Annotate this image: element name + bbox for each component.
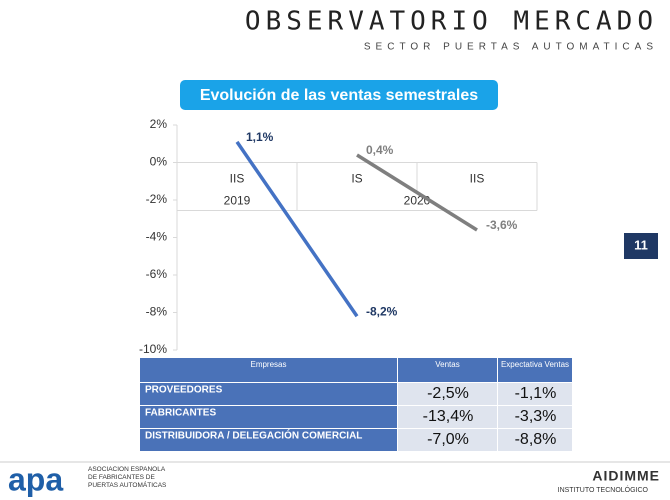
x-tick-label: IIS [470,172,485,186]
table: Empresas Ventas Expectativa Ventas PROVEEDO… [140,358,572,451]
header-cell-box: Empresas [250,360,287,369]
header-title: OBSERVATORIO MERCADO [245,7,658,37]
aidimme-text: INSTITUTO TECNOLÓGICO [558,485,649,494]
cell-value: -3,3% [515,408,557,425]
header-subtitle: SECTOR PUERTAS AUTOMATICAS [364,42,658,53]
chart-title: Evolución de las ventas semestrales [200,87,478,104]
y-tick-label: -2% [146,192,168,206]
value-cell [498,429,572,451]
header-cell-box: Ventas [435,360,460,369]
value-cell [398,383,497,405]
header-cell [140,358,397,382]
chart: 2% 0% -2% -4% -6% -8% -10% IIS IS IIS 2019 2020 1,1%… [139,117,538,356]
row-label: DISTRIBUIDORA / DELEGACIÓN COMERCIAL [145,429,362,442]
y-tick-label: -8% [146,305,168,319]
cell-value: -8,8% [515,431,557,448]
title-box [180,80,498,110]
row-label: PROVEEDORES [145,385,223,396]
header-cell [398,358,497,382]
aidimme-logo: AIDIMME [592,468,660,484]
header-cell-text: Ventas [435,360,460,369]
value-cell [498,383,572,405]
value-label: -3,6% [486,218,518,232]
x-group-label: 2019 [224,194,251,208]
x-tick-label: IIS [230,172,245,186]
y-tick-label: -4% [146,230,168,244]
value-label: 0,4% [366,143,394,157]
cell-value: -1,1% [515,385,557,402]
cell-value: -7,0% [427,431,469,448]
page-number: 11 [634,237,648,252]
x-group-label: 2020 [404,194,431,208]
x-tick-label: IS [351,172,362,186]
apa-logo: apa [8,461,63,497]
cell-value: -2,5% [427,385,469,402]
value-cell [498,406,572,428]
y-tick-label: 2% [150,117,168,131]
value-label: -8,2% [366,304,398,318]
header-cell-text: Empresas [250,360,287,369]
apa-text: ASOCIACIÓN ESPAÑOLA DE FABRICANTES DE PU… [88,466,167,489]
row-label-cell [140,429,397,451]
cell-value: -13,4% [423,408,474,425]
header-cell-text: Expectativa Ventas [500,360,570,369]
row-label: FABRICANTES [145,408,216,419]
series-line [235,140,359,318]
y-tick-label: -6% [146,267,168,281]
y-tick-label: -10% [139,342,167,356]
header-cell [498,358,572,382]
y-tick-label: 0% [150,155,168,169]
row-label-cell [140,406,397,428]
page-badge [624,233,658,259]
apa-text-box: ASOCIACIÓN ESPAÑOLA DE FABRICANTES DE PU… [88,466,167,489]
value-cell [398,406,497,428]
row-label-cell [140,383,397,405]
series-line [356,153,478,232]
header-cell-box: Expectativa Ventas [500,360,570,369]
value-label: 1,1% [246,130,274,144]
value-cell [398,429,497,451]
